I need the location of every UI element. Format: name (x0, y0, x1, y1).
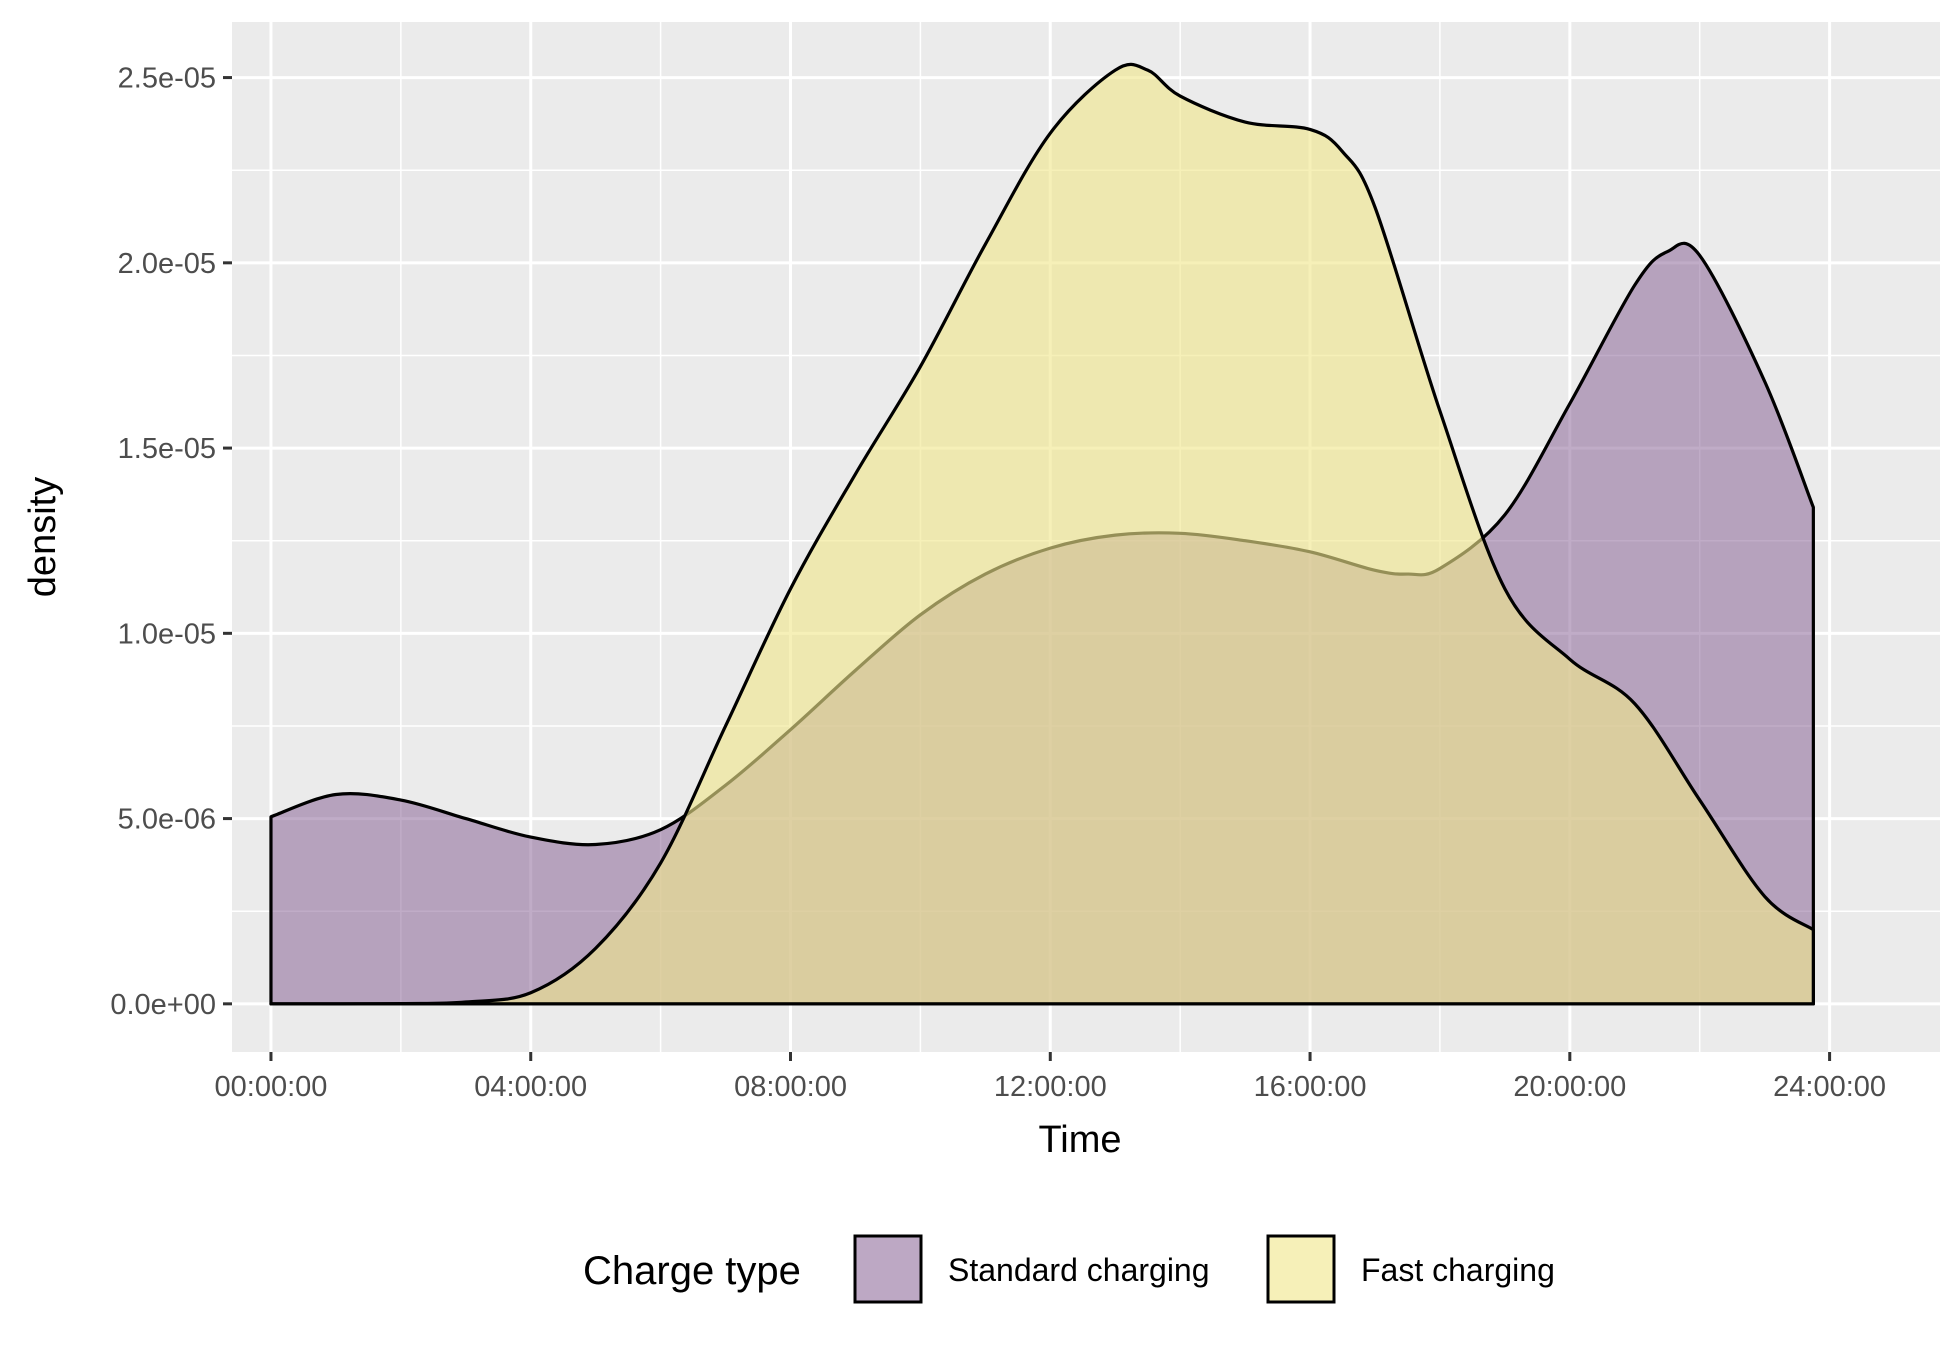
x-tick-label: 08:00:00 (734, 1071, 847, 1103)
x-tick-label: 24:00:00 (1773, 1071, 1886, 1103)
legend-label-fast-charging: Fast charging (1361, 1252, 1555, 1288)
y-tick-label: 1.5e-05 (118, 433, 216, 465)
x-tick-label: 04:00:00 (474, 1071, 587, 1103)
legend: Charge type Standard charging Fast charg… (583, 1234, 1555, 1304)
y-tick-label: 0.0e+00 (110, 989, 216, 1021)
x-axis-title: Time (1038, 1119, 1121, 1161)
y-axis: 0.0e+00 5.0e-06 1.0e-05 1.5e-05 2.0e-05 2.5e-… (110, 63, 232, 1021)
y-tick-label: 1.0e-05 (118, 618, 216, 650)
density-area-fast-charging (269, 62, 1815, 1006)
x-tick-label: 00:00:00 (215, 1071, 328, 1103)
y-tick-label: 5.0e-06 (118, 804, 216, 836)
legend-key-fast-charging (1266, 1234, 1336, 1304)
x-tick-label: 20:00:00 (1513, 1071, 1626, 1103)
y-tick-label: 2.0e-05 (118, 248, 216, 280)
x-tick-label: 12:00:00 (994, 1071, 1107, 1103)
legend-label-standard-charging: Standard charging (948, 1252, 1210, 1288)
x-axis: 00:00:00 04:00:00 08:00:00 12:00:00 16:00:00… (215, 1052, 1886, 1103)
y-axis-title: density (22, 477, 64, 597)
density-areas (269, 62, 1815, 1006)
x-tick-label: 16:00:00 (1254, 1071, 1367, 1103)
legend-key-standard-charging (853, 1234, 923, 1304)
y-tick-label: 2.5e-05 (118, 63, 216, 95)
legend-title: Charge type (583, 1249, 801, 1293)
